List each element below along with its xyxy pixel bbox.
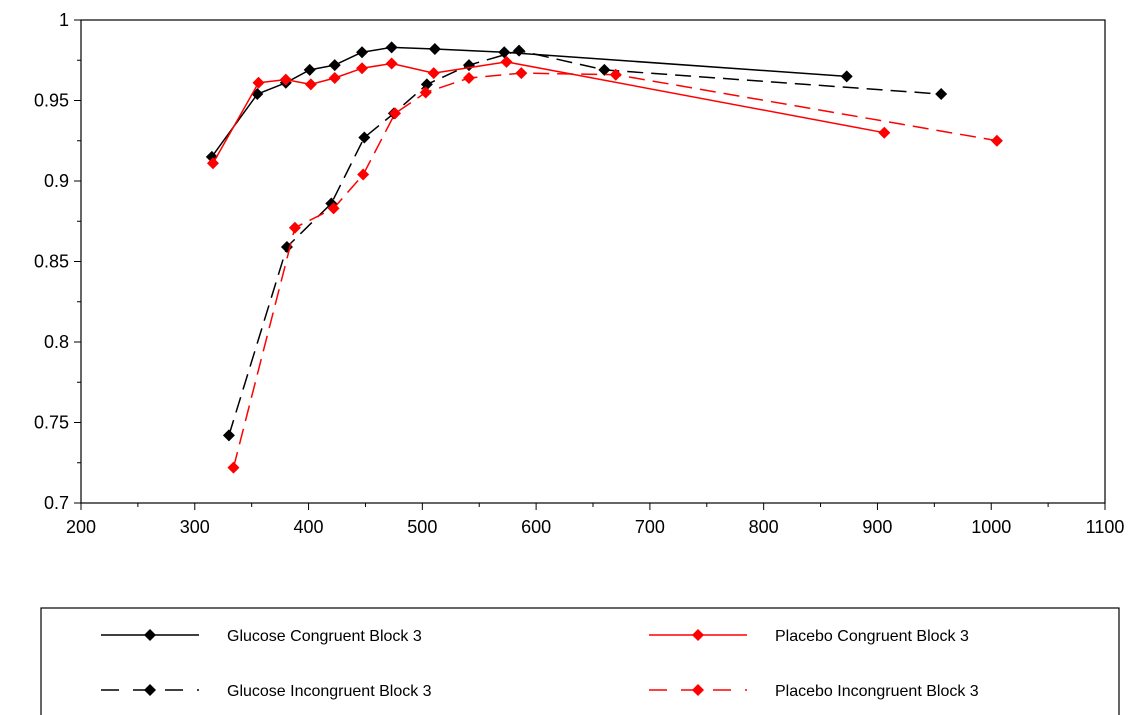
data-point-marker — [840, 70, 853, 83]
legend-label: Glucose Incongruent Block 3 — [227, 683, 432, 700]
data-point-marker — [462, 59, 475, 72]
data-point-marker — [327, 202, 340, 215]
data-point-marker — [356, 46, 369, 59]
legend-swatch-marker — [692, 629, 704, 641]
y-tick-label: 0.8 — [44, 332, 69, 352]
data-point-marker — [427, 67, 440, 80]
series-placebo-incongruent-block-3 — [227, 67, 1003, 474]
data-point-marker — [513, 44, 526, 57]
series-glucose-congruent-block-3 — [205, 41, 853, 163]
legend-item-placebo-incongruent-block-3: Placebo Incongruent Block 3 — [649, 683, 979, 700]
series-line-placebo-congruent-block-3 — [212, 61, 885, 164]
data-point-marker — [251, 88, 264, 101]
x-tick-label: 500 — [407, 517, 437, 537]
series-line-placebo-incongruent-block-3 — [232, 72, 998, 468]
data-point-marker — [385, 57, 398, 70]
data-point-marker — [428, 42, 441, 55]
data-point-marker — [328, 59, 341, 72]
series-line-glucose-incongruent-block-3 — [228, 49, 942, 436]
legend-label: Glucose Congruent Block 3 — [227, 628, 422, 645]
data-point-marker — [500, 55, 513, 68]
x-tick-label: 1100 — [1086, 517, 1125, 537]
series-line-glucose-congruent-block-3 — [211, 46, 847, 158]
y-tick-label: 0.75 — [34, 413, 69, 433]
x-tick-label: 300 — [180, 517, 210, 537]
x-tick-label: 700 — [635, 517, 665, 537]
y-tick-label: 1 — [59, 10, 69, 30]
x-tick-label: 600 — [521, 517, 551, 537]
data-point-marker — [419, 86, 432, 99]
x-tick-label: 400 — [294, 517, 324, 537]
data-point-marker — [279, 73, 292, 86]
legend-swatch-marker — [144, 629, 156, 641]
data-point-marker — [222, 429, 235, 442]
data-point-marker — [990, 134, 1003, 147]
data-point-marker — [304, 78, 317, 91]
y-tick-label: 0.85 — [34, 252, 69, 272]
legend-box — [40, 607, 1120, 715]
plot-area-frame — [80, 19, 1106, 504]
data-point-marker — [358, 131, 371, 144]
legend-swatch-marker — [144, 684, 156, 696]
y-tick-label: 0.9 — [44, 171, 69, 191]
legend-item-glucose-incongruent-block-3: Glucose Incongruent Block 3 — [101, 683, 432, 700]
data-point-marker — [288, 221, 301, 234]
data-point-marker — [357, 168, 370, 181]
data-point-marker — [389, 107, 402, 120]
legend-item-placebo-congruent-block-3: Placebo Congruent Block 3 — [649, 628, 969, 645]
data-point-marker — [598, 63, 611, 76]
data-point-marker — [420, 78, 433, 91]
legend-swatch-marker — [692, 684, 704, 696]
data-point-marker — [878, 126, 891, 139]
data-point-marker — [462, 71, 475, 84]
data-point-marker — [227, 461, 240, 474]
y-tick-label: 0.7 — [44, 493, 69, 513]
x-tick-label: 200 — [66, 517, 96, 537]
data-point-marker — [356, 62, 369, 75]
series-glucose-incongruent-block-3 — [222, 44, 948, 442]
x-tick-label: 800 — [749, 517, 779, 537]
data-point-marker — [206, 157, 219, 170]
data-point-marker — [609, 68, 622, 81]
data-point-marker — [385, 41, 398, 54]
data-point-marker — [935, 88, 948, 101]
data-point-marker — [515, 67, 528, 80]
data-point-marker — [303, 63, 316, 76]
data-point-marker — [252, 76, 265, 89]
x-tick-label: 900 — [862, 517, 892, 537]
y-tick-label: 0.95 — [34, 91, 69, 111]
legend-label: Placebo Congruent Block 3 — [775, 628, 969, 645]
legend-label: Placebo Incongruent Block 3 — [775, 683, 979, 700]
legend-item-glucose-congruent-block-3: Glucose Congruent Block 3 — [101, 628, 422, 645]
data-point-marker — [328, 71, 341, 84]
series-placebo-congruent-block-3 — [206, 55, 891, 170]
x-tick-label: 1000 — [971, 517, 1011, 537]
